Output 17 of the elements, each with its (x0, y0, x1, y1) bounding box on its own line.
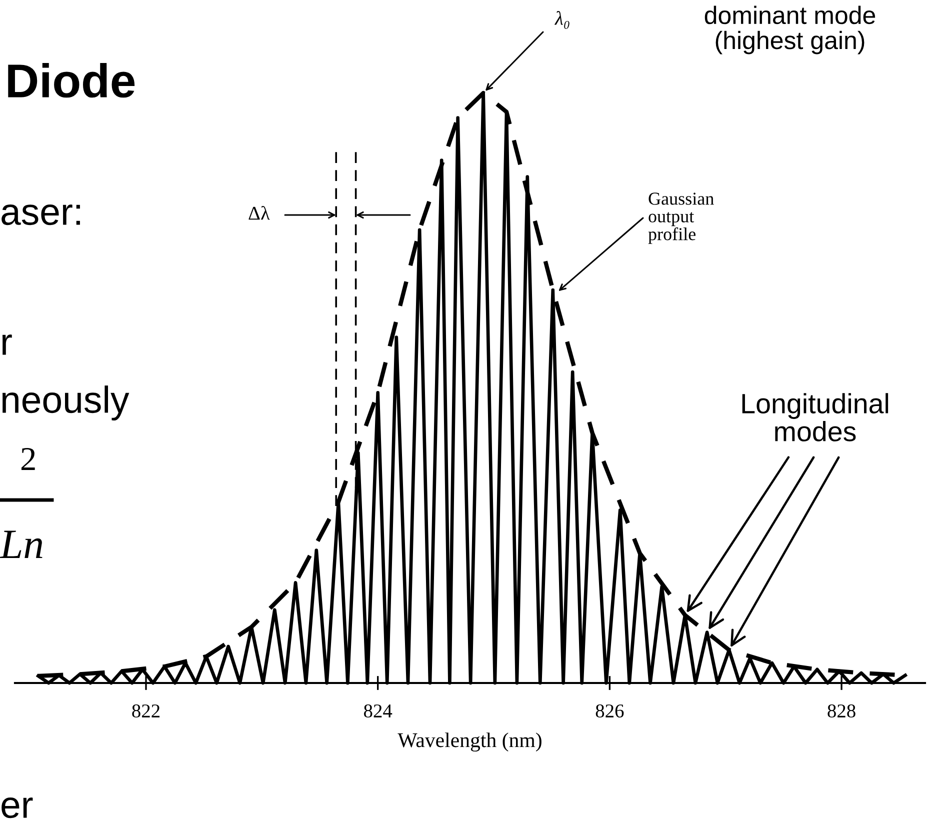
annotation: Longitudinal modes (742, 393, 888, 442)
x-tick-label: 822 (132, 704, 160, 718)
annotation: Gaussian output profile (648, 192, 714, 244)
annotation: Ln (0, 530, 42, 558)
annotation: Diode (8, 62, 135, 98)
x-axis-title: Wavelength (nm) (398, 732, 542, 752)
text: er (2, 798, 33, 818)
x-tick-label: 824 (364, 704, 392, 718)
text: r (2, 334, 12, 355)
annotation: neously (2, 386, 130, 420)
annotation: 2 (21, 448, 35, 470)
annotation: λ₀ (554, 11, 570, 29)
annotation: Δλ (248, 206, 270, 220)
annotation: aser: (2, 204, 80, 226)
x-tick-label: 826 (596, 704, 624, 718)
x-tick-label: 828 (828, 704, 856, 718)
text: dominant mode (highest gain) (704, 6, 876, 54)
